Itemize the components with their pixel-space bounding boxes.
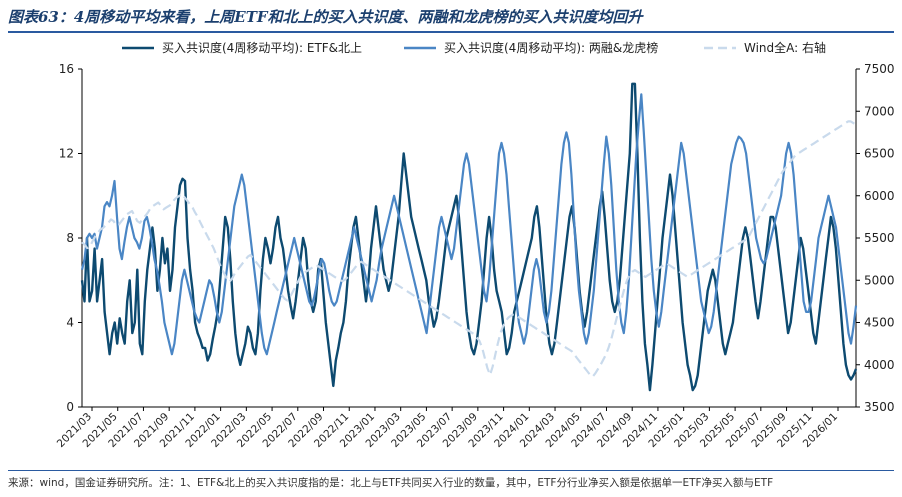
series-line-2 xyxy=(80,93,858,356)
chart-series xyxy=(80,82,858,392)
series-line-3 xyxy=(81,120,857,378)
chart-title: 图表63：4周移动平均来看，上周ETF和北上的买入共识度、两融和龙虎榜的买入共识… xyxy=(8,8,643,26)
legend-label-1: 买入共识度(4周移动平均): ETF&北上 xyxy=(162,40,362,55)
series-line-1 xyxy=(80,82,858,392)
y-left-tick-label: 0 xyxy=(66,400,74,414)
y-left-tick-label: 16 xyxy=(59,62,74,76)
y-right-tick-label: 5000 xyxy=(864,273,895,287)
source-footnote: 来源：wind，国金证券研究所。注：1、ETF&北上的买入共识度指的是：北上与E… xyxy=(8,477,774,489)
y-right-tick-label: 6500 xyxy=(864,147,895,161)
line-chart: 买入共识度(4周移动平均): ETF&北上 买入共识度(4周移动平均): 两融&龙… xyxy=(55,40,895,450)
y-right-tick-label: 7000 xyxy=(864,104,895,118)
y-left-tick-label: 12 xyxy=(59,147,74,161)
y-right-tick-label: 5500 xyxy=(864,231,895,245)
chart-axes: 0 4 8 12 16 3500 4000 4500 5000 5500 6000 6500 7000 7… xyxy=(55,62,895,450)
y-left-tick-label: 8 xyxy=(66,231,74,245)
y-left-tick-label: 4 xyxy=(66,316,74,330)
y-right-tick-label: 3500 xyxy=(864,400,895,414)
legend-label-2: 买入共识度(4周移动平均): 两融&龙虎榜 xyxy=(444,40,658,55)
chart-legend: 买入共识度(4周移动平均): ETF&北上 买入共识度(4周移动平均): 两融&龙… xyxy=(122,40,826,55)
title-divider xyxy=(8,31,894,33)
y-right-tick-label: 6000 xyxy=(864,189,895,203)
footer-divider xyxy=(8,470,894,471)
y-right-tick-label: 7500 xyxy=(864,62,895,76)
y-right-tick-label: 4500 xyxy=(864,316,895,330)
legend-label-3: Wind全A: 右轴 xyxy=(744,40,826,55)
y-right-tick-label: 4000 xyxy=(864,358,895,372)
